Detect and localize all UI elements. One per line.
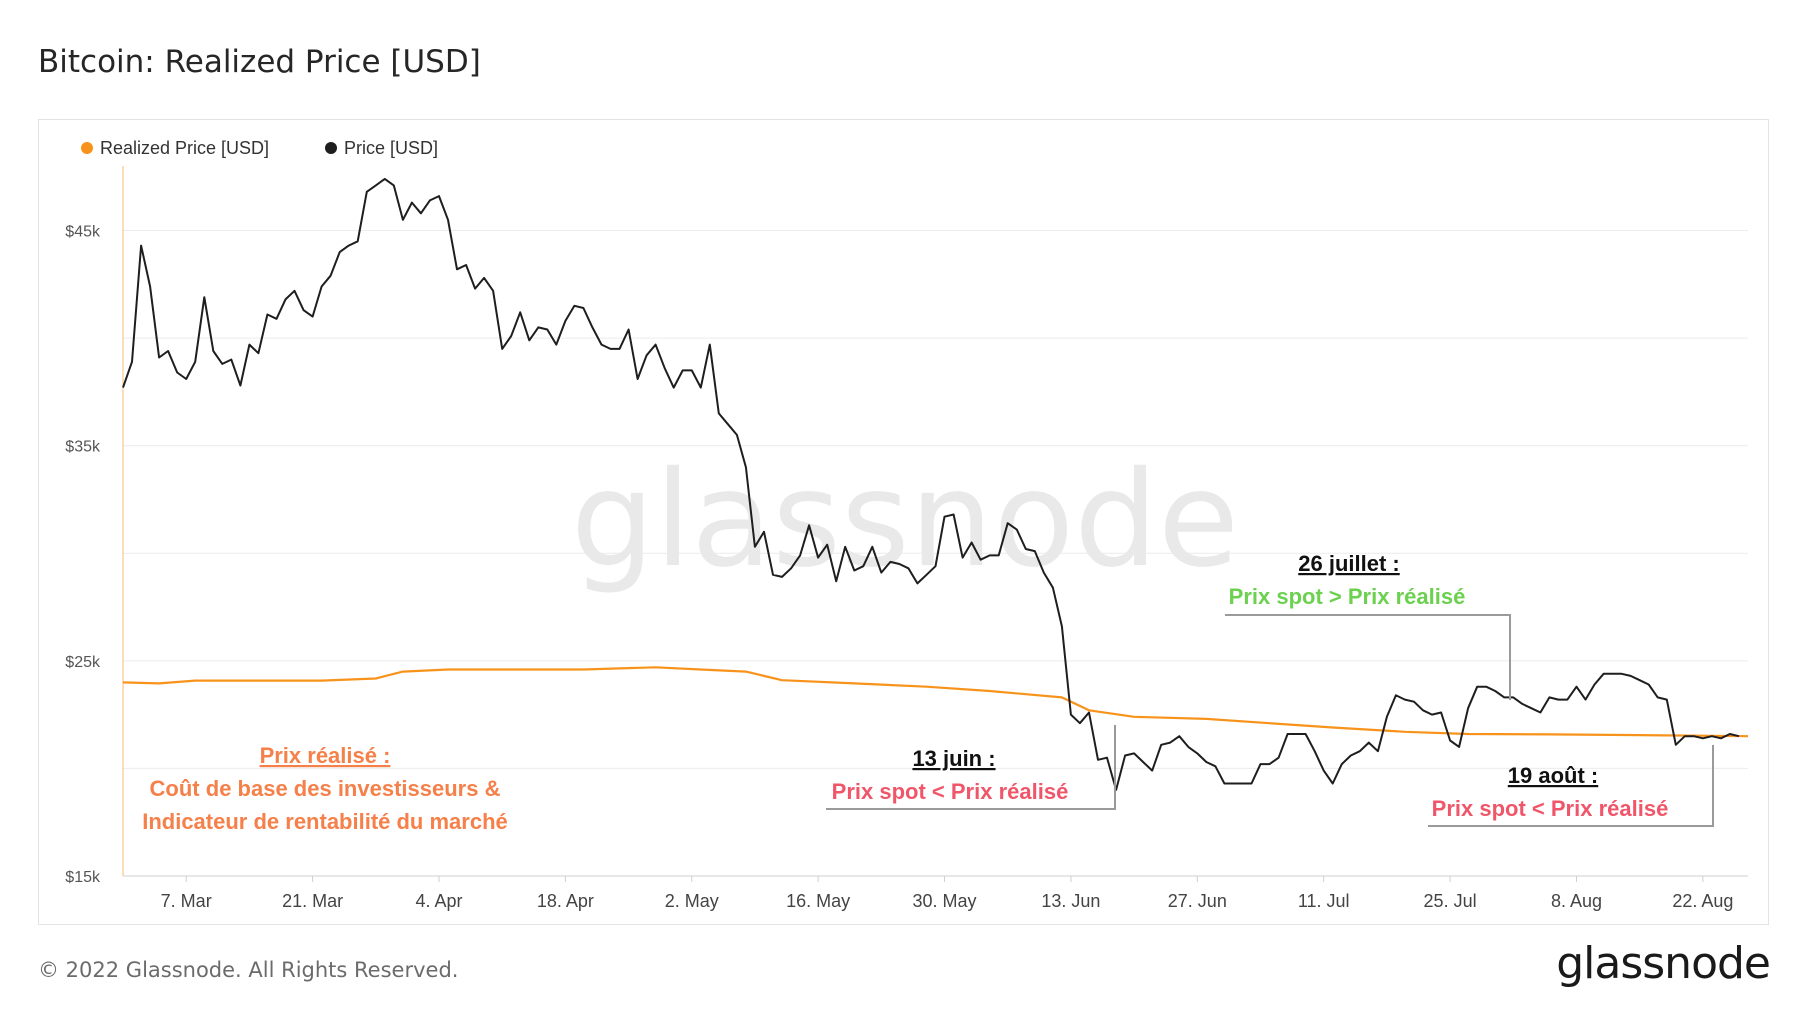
annotation-august: 19 août : Prix spot < Prix réalisé — [1428, 745, 1714, 827]
annotation-august-bracket — [1428, 745, 1714, 827]
x-tick-label: 13. Jun — [1041, 891, 1100, 911]
x-tick-label: 16. May — [786, 891, 850, 911]
series-lines — [122, 177, 1749, 791]
y-tick-label: $35k — [65, 439, 101, 456]
x-tick-label: 27. Jun — [1168, 891, 1227, 911]
x-tick-label: 11. Jul — [1298, 891, 1350, 911]
grid-lines — [123, 230, 1748, 769]
legend-marker-price — [325, 142, 337, 154]
chart-frame — [38, 119, 1769, 925]
y-tick-label: $45k — [65, 224, 101, 241]
x-tick-label: 25. Jul — [1424, 891, 1477, 911]
y-axis-ticks: $15k $25k $35k $45k — [65, 224, 101, 886]
legend: Realized Price [USD] Price [USD] — [81, 138, 438, 158]
legend-label-realized: Realized Price [USD] — [100, 138, 269, 158]
annotation-july: 26 juillet : Prix spot > Prix réalisé — [1225, 551, 1511, 700]
x-tick-label: 2. May — [665, 891, 719, 911]
x-tick-label: 7. Mar — [161, 891, 212, 911]
legend-marker-realized — [81, 142, 93, 154]
y-tick-label: $25k — [65, 654, 101, 671]
annotation-june-text: Prix spot < Prix réalisé — [832, 779, 1069, 804]
annotation-august-date: 19 août : — [1508, 763, 1598, 788]
annotation-june-date: 13 juin : — [912, 746, 995, 771]
page-title: Bitcoin: Realized Price [USD] — [38, 44, 481, 80]
x-tick-label: 18. Apr — [537, 891, 594, 911]
x-axis-ticks: 7. Mar 21. Mar 4. Apr 18. Apr 2. May 16. May 3… — [161, 876, 1733, 911]
annotation-realized: Prix réalisé : Coût de base des investis… — [142, 743, 508, 834]
series-line-realized-price — [122, 666, 1749, 738]
annotation-june: 13 juin : Prix spot < Prix réalisé — [826, 725, 1116, 810]
x-tick-label: 22. Aug — [1672, 891, 1733, 911]
series-line-price — [122, 177, 1740, 791]
watermark: glassnode — [571, 443, 1239, 597]
annotation-july-text: Prix spot > Prix réalisé — [1229, 584, 1466, 609]
glassnode-logo[interactable]: glassnode — [1556, 938, 1771, 989]
y-tick-label: $15k — [65, 869, 101, 886]
annotation-realized-title: Prix réalisé : — [260, 743, 391, 768]
annotation-realized-line2: Indicateur de rentabilité du marché — [142, 809, 508, 834]
x-tick-label: 30. May — [913, 891, 977, 911]
annotation-june-bracket — [826, 725, 1116, 810]
annotation-realized-line1: Coût de base des investisseurs & — [150, 776, 501, 801]
x-tick-label: 8. Aug — [1551, 891, 1602, 911]
x-tick-label: 4. Apr — [415, 891, 462, 911]
annotation-july-date: 26 juillet : — [1298, 551, 1399, 576]
annotation-july-bracket — [1225, 614, 1511, 700]
footer-copyright: © 2022 Glassnode. All Rights Reserved. — [38, 958, 459, 982]
annotation-august-text: Prix spot < Prix réalisé — [1432, 796, 1669, 821]
legend-label-price: Price [USD] — [344, 138, 438, 158]
x-tick-label: 21. Mar — [282, 891, 343, 911]
